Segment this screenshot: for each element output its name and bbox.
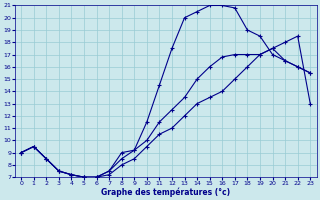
X-axis label: Graphe des températures (°c): Graphe des températures (°c)	[101, 187, 230, 197]
